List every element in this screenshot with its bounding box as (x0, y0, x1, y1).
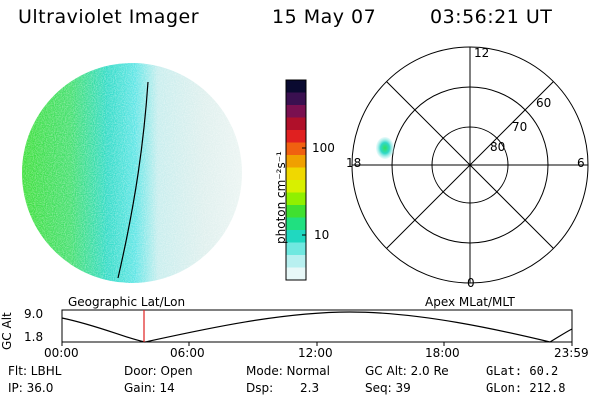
colorbar-segment (286, 105, 306, 118)
x-tick-2359: 23:59 (554, 346, 589, 360)
colorbar-segment (286, 205, 306, 218)
lat-label-80: 80 (490, 140, 506, 154)
lat-label-70: 70 (512, 120, 528, 134)
colorbar-segment (286, 80, 306, 93)
time-label: 03:56:21 UT (430, 6, 553, 28)
colorbar-segment (286, 267, 306, 281)
gain-info: Gain: 14 (124, 381, 175, 395)
date-label: 15 May 07 (272, 6, 377, 28)
timeline-frame (61, 309, 573, 343)
dsp-label: Dsp: (246, 381, 274, 395)
colorbar-segment (286, 230, 306, 243)
x-tick-1800: 18:00 (425, 346, 460, 360)
instrument-title: Ultraviolet Imager (18, 6, 200, 28)
colorbar-segment (286, 255, 306, 268)
colorbar-segment (286, 142, 306, 156)
y-tick-9: 9.0 (24, 307, 44, 321)
seq-info: Seq: 39 (365, 381, 411, 395)
colorbar-frame (285, 79, 307, 281)
mlt-label-6: 6 (577, 156, 585, 170)
x-tick-0000: 00:00 (44, 346, 79, 360)
glat-info: GLat: 60.2 (486, 364, 559, 378)
geographic-label: Geographic Lat/Lon (68, 295, 186, 309)
colorbar-segment (286, 92, 306, 106)
colorbar-segment (286, 180, 306, 193)
mlt-label-12: 12 (474, 46, 490, 60)
aurora-blob (376, 137, 394, 159)
colorbar-segment (286, 217, 306, 231)
glon-info: GLon: 212.8 (486, 381, 566, 395)
apex-label: Apex MLat/MLT (425, 295, 515, 309)
filter-info: Flt: LBHL (8, 364, 62, 378)
dsp-value: 2.3 (300, 381, 320, 395)
gc-alt-info: GC Alt: 2.0 Re (365, 364, 449, 378)
terminator-line (117, 81, 149, 279)
colorbar-unit-label: photon cm⁻²s⁻¹ (274, 151, 288, 244)
colorbar-segment (286, 242, 306, 256)
orbit-altitude-curve (61, 311, 573, 343)
x-tick-0600: 06:00 (170, 346, 205, 360)
door-info: Door: Open (124, 364, 193, 378)
colorbar (286, 80, 306, 281)
y-tick-1-8: 1.8 (24, 330, 44, 344)
colorbar-label-100: 100 (312, 141, 335, 155)
colorbar-segment (286, 192, 306, 206)
timeline-axis-title: GC Alt (0, 312, 14, 350)
colorbar-segment (286, 117, 306, 131)
colorbar-segment (286, 155, 306, 168)
mlt-label-0: 0 (467, 276, 475, 290)
mode-info: Mode: Normal (246, 364, 330, 378)
colorbar-segment (286, 167, 306, 181)
colorbar-segment (286, 130, 306, 143)
uv-image-disk (22, 63, 242, 283)
lat-label-60: 60 (536, 96, 552, 110)
ip-info: IP: 36.0 (8, 381, 54, 395)
polar-plot (351, 46, 589, 284)
x-tick-1200: 12:00 (298, 346, 333, 360)
mlt-label-18: 18 (346, 156, 362, 170)
colorbar-label-10: 10 (314, 228, 330, 242)
